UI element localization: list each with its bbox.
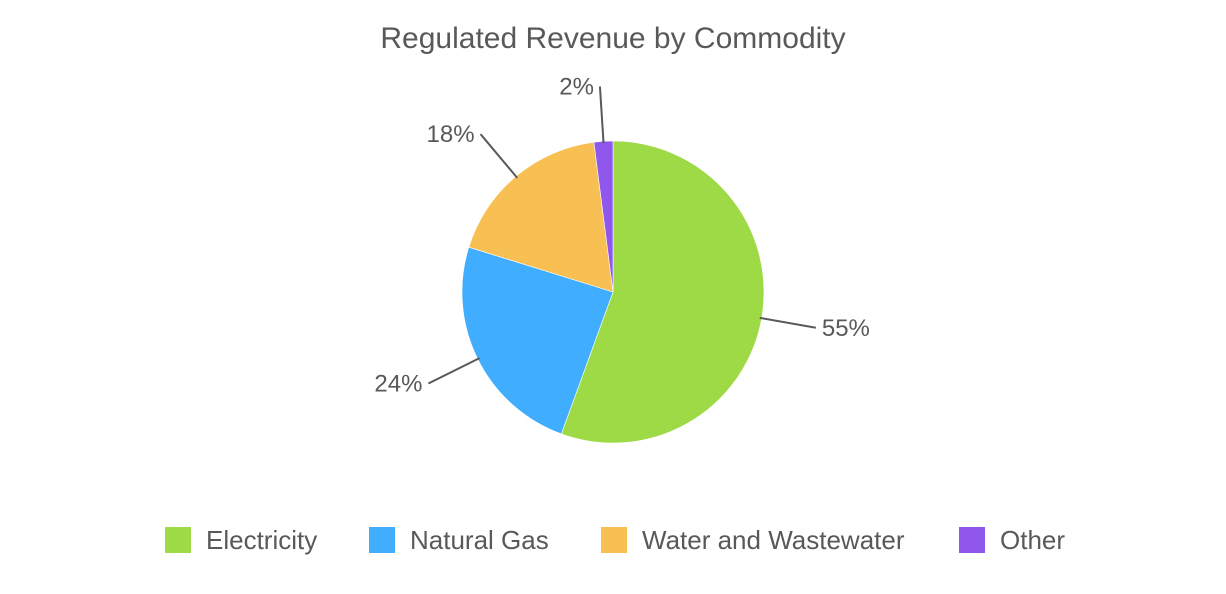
legend-item-water-and-wastewater[interactable]: Water and Wastewater [601, 520, 905, 560]
legend-swatch-icon [959, 527, 985, 553]
legend-item-other[interactable]: Other [959, 520, 1065, 560]
legend-swatch-icon [601, 527, 627, 553]
leader-line [427, 357, 480, 385]
legend-label: Water and Wastewater [642, 524, 905, 555]
data-label: 24% [374, 370, 422, 397]
legend-label: Other [1000, 524, 1066, 555]
leader-line [479, 133, 518, 179]
data-label: 2% [559, 73, 594, 100]
legend: Electricity Natural Gas Water and Wastew… [0, 520, 1226, 560]
data-label: 55% [822, 315, 870, 342]
legend-swatch-icon [165, 527, 191, 553]
leader-line [598, 86, 605, 144]
leader-lines [427, 86, 817, 385]
pie-slices [461, 140, 765, 444]
chart-title: Regulated Revenue by Commodity [380, 22, 846, 55]
data-label: 18% [427, 121, 475, 148]
leader-line [759, 316, 817, 329]
legend-label: Electricity [206, 524, 318, 555]
legend-item-electricity[interactable]: Electricity [165, 520, 317, 560]
data-labels: 55% 24% 18% 2% [374, 73, 870, 397]
legend-item-natural-gas[interactable]: Natural Gas [369, 520, 549, 560]
legend-label: Natural Gas [410, 524, 549, 555]
legend-swatch-icon [369, 527, 395, 553]
